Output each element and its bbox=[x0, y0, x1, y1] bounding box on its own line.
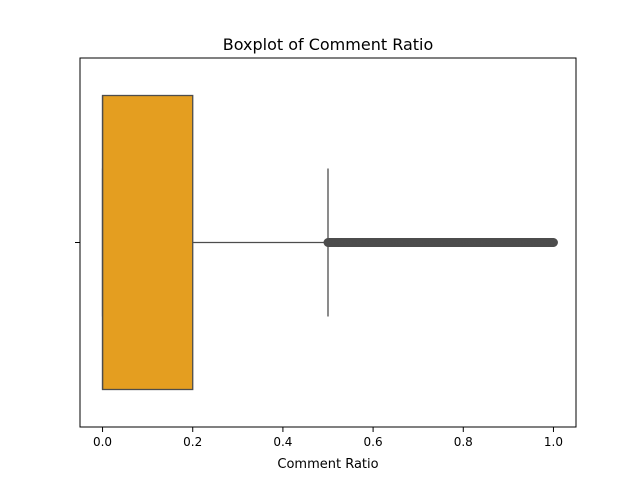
x-tick-label: 0.0 bbox=[93, 435, 112, 449]
chart-title: Boxplot of Comment Ratio bbox=[223, 35, 434, 54]
x-tick-label: 1.0 bbox=[544, 435, 563, 449]
x-tick-label: 0.2 bbox=[183, 435, 202, 449]
x-tick-label: 0.8 bbox=[454, 435, 473, 449]
plot-area bbox=[101, 94, 558, 391]
outlier-points bbox=[323, 238, 558, 247]
x-tick-label: 0.6 bbox=[364, 435, 383, 449]
outlier-point bbox=[548, 238, 558, 247]
box-iqr bbox=[101, 94, 194, 391]
x-axis-label: Comment Ratio bbox=[277, 457, 378, 472]
x-tick-label: 0.4 bbox=[273, 435, 292, 449]
x-axis: 0.0 0.2 0.4 0.6 0.8 1.0 bbox=[75, 242, 563, 449]
